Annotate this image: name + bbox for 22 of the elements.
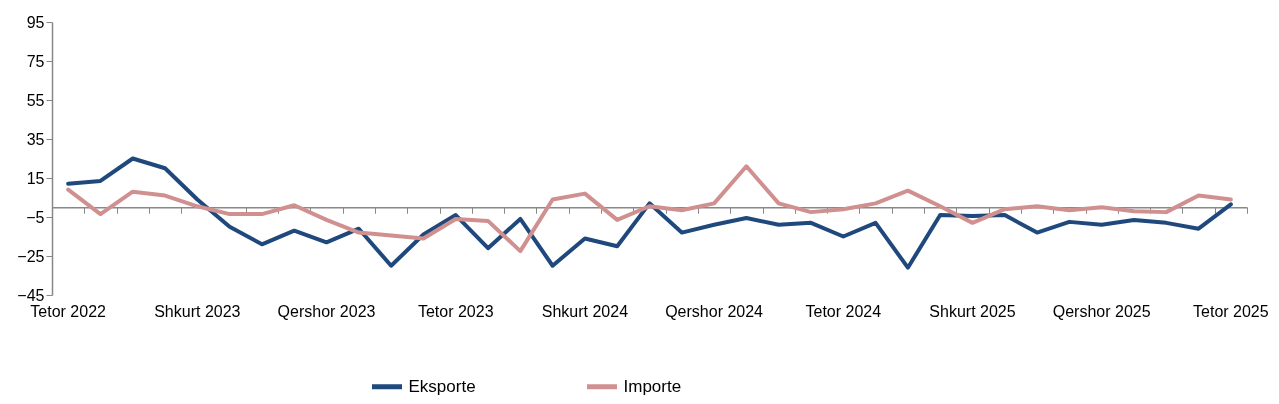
line-series [66,156,1233,270]
x-tick-label: Tetor 2022 [30,302,107,320]
x-tick-label: Qershor 2025 [1052,302,1151,320]
y-tick-label: 75 [26,52,45,70]
legend-label: Importe [623,376,682,396]
y-tick-label: −25 [17,247,45,265]
line-series [66,164,1233,254]
y-tick-label: −45 [17,286,45,304]
x-tick-label: Tetor 2024 [805,302,882,320]
y-tick-label: 55 [26,91,45,109]
x-tick-label: Shkurt 2023 [154,302,241,320]
x-tick-label: Shkurt 2025 [929,302,1016,320]
x-tick-label: Qershor 2024 [665,302,764,320]
y-tick-label: 35 [26,130,45,148]
x-tick-label: Shkurt 2024 [541,302,629,320]
y-tick-label: 95 [26,13,45,31]
legend-label: Eksporte [408,376,476,396]
x-tick-label: Tetor 2025 [1193,302,1269,320]
y-tick-label: 15 [26,169,45,187]
x-tick-label: Qershor 2023 [277,302,376,320]
y-tick-label: −5 [26,208,45,226]
x-tick-label: Tetor 2023 [417,302,494,320]
